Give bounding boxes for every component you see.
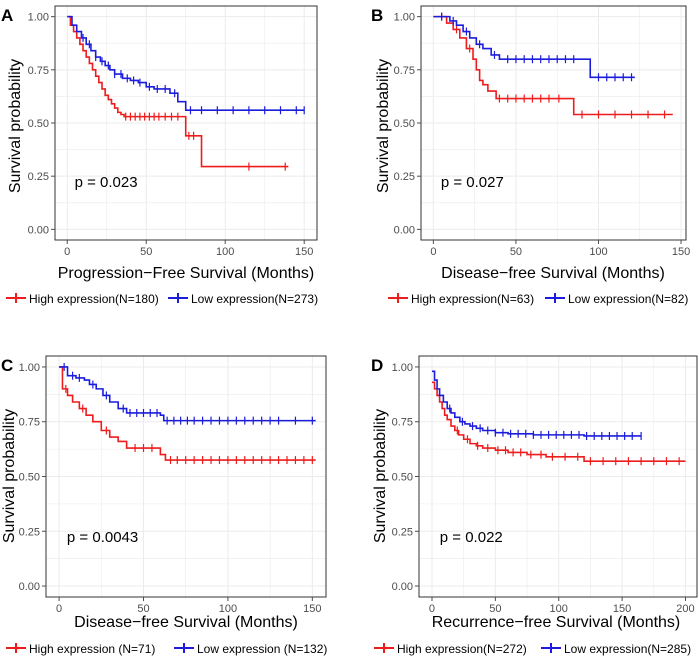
y-tick-label: 0.00	[28, 224, 49, 236]
panel-label: A	[1, 6, 13, 25]
y-axis-label: Survival probability	[375, 59, 392, 193]
y-axis-label: Survival probability	[1, 409, 18, 543]
x-tick-label: 0	[430, 246, 436, 258]
y-tick-label: 0.75	[394, 65, 415, 77]
y-tick-label: 0.25	[392, 526, 413, 538]
legend-high-label: High expression(N=180)	[29, 292, 159, 306]
panel-label: C	[1, 356, 13, 375]
x-tick-label: 50	[137, 603, 149, 615]
x-axis-label: Recurrence−free Survival (Months)	[432, 614, 681, 631]
y-tick-label: 1.00	[392, 362, 413, 374]
y-tick-label: 0.25	[28, 171, 49, 183]
gridlines	[419, 356, 697, 597]
x-tick-label: 50	[140, 246, 152, 258]
panel-label: B	[371, 6, 383, 25]
legend-low-label: Low expression(N=82)	[568, 292, 688, 306]
gridlines	[421, 6, 686, 240]
series-line-low	[433, 15, 635, 79]
x-axis-label: Disease−free Survival (Months)	[441, 265, 665, 282]
x-tick-label: 100	[216, 246, 234, 258]
legend-high-label: High expression(N=272)	[397, 642, 527, 656]
y-tick-label: 0.50	[28, 118, 49, 130]
panel-c: C Survival probability Disease−free Surv…	[1, 355, 327, 656]
series-line-high	[59, 366, 316, 461]
series-line-high	[433, 15, 673, 116]
legend: High expression(N=63) Low expression(N=8…	[388, 292, 688, 306]
p-value: p = 0.0043	[67, 529, 138, 546]
legend-high-label: High expression (N=71)	[29, 642, 155, 656]
gridlines	[46, 356, 326, 597]
x-tick-label: 100	[589, 246, 607, 258]
x-tick-label: 50	[510, 246, 522, 258]
legend: High expression(N=272) Low expression(N=…	[374, 642, 691, 656]
y-tick-label: 0.25	[19, 526, 40, 538]
series-line-low	[431, 370, 642, 437]
y-tick-label: 0.50	[392, 472, 413, 484]
x-tick-label: 0	[56, 603, 62, 615]
panel-label: D	[371, 356, 383, 375]
x-tick-label: 150	[303, 603, 321, 615]
y-tick-label: 0.75	[19, 417, 40, 429]
legend: High expression(N=180) Low expression(N=…	[6, 292, 318, 306]
panel-a: A Survival probability Progression−Free …	[1, 5, 318, 306]
y-tick-label: 0.50	[394, 118, 415, 130]
legend-low-label: Low expression(N=285)	[564, 642, 691, 656]
x-tick-label: 0	[429, 603, 435, 615]
y-tick-label: 1.00	[19, 362, 40, 374]
x-tick-label: 200	[676, 603, 694, 615]
y-tick-label: 0.00	[392, 581, 413, 593]
x-tick-label: 0	[64, 246, 70, 258]
series-line-high	[67, 15, 289, 168]
y-axis-label: Survival probability	[372, 409, 389, 543]
x-tick-label: 150	[613, 603, 631, 615]
series-line-low	[59, 366, 316, 422]
y-tick-label: 0.00	[19, 581, 40, 593]
series-line-high	[431, 381, 686, 462]
panel-b: B Survival probability Disease−free Surv…	[371, 5, 690, 306]
y-tick-label: 0.50	[19, 472, 40, 484]
x-tick-label: 150	[672, 246, 690, 258]
legend: High expression (N=71) Low expression (N…	[6, 642, 327, 656]
legend-high-label: High expression(N=63)	[411, 292, 534, 306]
p-value: p = 0.027	[441, 174, 504, 191]
legend-low-label: Low expression(N=273)	[191, 292, 318, 306]
p-value: p = 0.023	[75, 174, 138, 191]
x-tick-label: 100	[219, 603, 237, 615]
y-tick-label: 1.00	[394, 12, 415, 24]
p-value: p = 0.022	[440, 529, 503, 546]
x-axis-label: Progression−Free Survival (Months)	[58, 265, 315, 282]
y-tick-label: 1.00	[28, 12, 49, 24]
x-tick-label: 50	[489, 603, 501, 615]
y-tick-label: 0.00	[394, 224, 415, 236]
x-tick-label: 150	[295, 246, 313, 258]
y-tick-label: 0.75	[392, 417, 413, 429]
x-tick-label: 100	[550, 603, 568, 615]
legend-low-label: Low expression (N=132)	[197, 642, 327, 656]
y-tick-label: 0.75	[28, 65, 49, 77]
panel-d: D Survival probability Recurrence−free S…	[371, 355, 698, 656]
x-axis-label: Disease−free Survival (Months)	[74, 614, 298, 631]
y-axis-label: Survival probability	[7, 59, 24, 193]
y-tick-label: 0.25	[394, 171, 415, 183]
gridlines	[55, 6, 317, 240]
